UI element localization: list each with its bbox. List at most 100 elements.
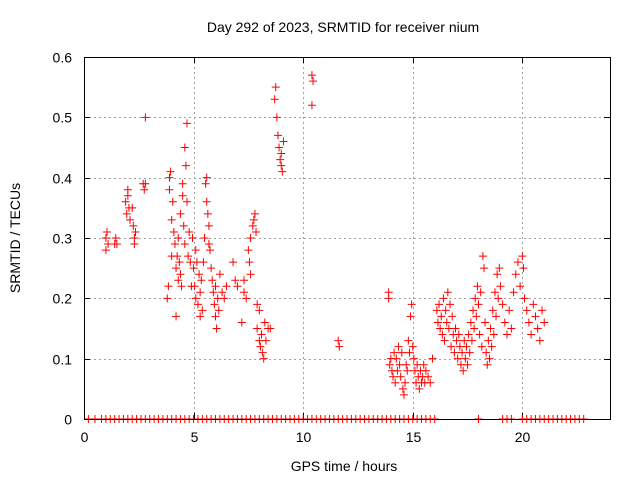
data-point xyxy=(498,300,507,309)
data-point xyxy=(436,324,445,333)
data-point xyxy=(179,221,188,230)
data-point xyxy=(122,209,131,218)
data-point xyxy=(493,270,502,279)
data-point xyxy=(258,348,267,357)
y-axis-label: SRMTID / TECUs xyxy=(7,183,23,293)
data-point xyxy=(435,300,444,309)
data-point xyxy=(402,360,411,369)
data-point xyxy=(481,318,490,327)
data-point xyxy=(307,101,316,110)
data-point xyxy=(270,95,279,104)
data-point xyxy=(433,318,442,327)
data-point xyxy=(385,360,394,369)
data-point xyxy=(168,197,177,206)
y-tick-label: 0.3 xyxy=(53,231,73,247)
data-point xyxy=(390,348,399,357)
data-point xyxy=(516,282,525,291)
data-point xyxy=(215,270,224,279)
data-point xyxy=(466,318,475,327)
data-point xyxy=(103,227,112,236)
data-point xyxy=(441,306,450,315)
data-point xyxy=(404,336,413,345)
data-point xyxy=(518,252,527,261)
data-point xyxy=(246,234,255,242)
data-points xyxy=(84,71,588,423)
data-point xyxy=(443,288,452,297)
data-point xyxy=(519,264,528,273)
data-point xyxy=(471,294,480,303)
data-point xyxy=(253,324,262,333)
data-point xyxy=(214,306,223,315)
data-point xyxy=(494,294,503,303)
data-point xyxy=(458,348,467,357)
data-point xyxy=(209,288,218,297)
data-point xyxy=(259,354,268,363)
data-point xyxy=(177,282,186,291)
y-tick-label: 0.4 xyxy=(53,171,73,187)
data-point xyxy=(207,264,216,273)
data-point xyxy=(130,240,139,249)
data-point xyxy=(212,324,221,333)
data-point xyxy=(424,372,433,381)
data-point xyxy=(474,300,483,309)
data-point xyxy=(472,312,481,321)
data-point xyxy=(470,324,479,333)
data-point xyxy=(126,215,135,224)
data-point xyxy=(405,348,414,357)
data-point xyxy=(398,384,407,393)
data-point xyxy=(141,113,150,122)
data-point xyxy=(432,306,441,315)
data-point xyxy=(397,348,406,357)
data-point xyxy=(489,330,498,339)
data-point xyxy=(176,209,185,218)
data-point xyxy=(229,258,238,267)
data-point xyxy=(101,246,110,255)
data-point xyxy=(237,318,246,327)
data-point xyxy=(401,378,410,387)
data-point xyxy=(392,354,401,363)
data-point xyxy=(128,203,137,212)
data-point xyxy=(211,282,220,291)
data-point xyxy=(384,294,393,303)
data-point xyxy=(191,246,200,255)
data-point xyxy=(131,227,140,236)
data-point xyxy=(476,288,485,297)
axis-ticks: 0 0.1 0.2 0.3 0.4 0.5 0.6 0 5 10 15 20 xyxy=(53,50,610,445)
data-point xyxy=(509,288,518,297)
data-point xyxy=(167,215,176,224)
data-point xyxy=(389,372,398,381)
data-point xyxy=(460,336,469,345)
data-point xyxy=(524,318,533,327)
data-point xyxy=(208,276,217,285)
data-point xyxy=(450,348,459,357)
data-point xyxy=(492,312,501,321)
data-point xyxy=(172,264,181,273)
y-tick-label: 0 xyxy=(64,412,72,428)
data-point xyxy=(165,185,174,194)
data-point xyxy=(421,366,430,375)
chart-title: Day 292 of 2023, SRMTID for receiver niu… xyxy=(207,19,479,35)
data-point xyxy=(461,354,470,363)
x-tick-label: 10 xyxy=(296,429,312,445)
data-point xyxy=(500,318,509,327)
data-point xyxy=(174,276,183,285)
data-point xyxy=(178,179,187,188)
data-point xyxy=(535,336,544,345)
data-point xyxy=(191,294,200,303)
y-tick-label: 0.6 xyxy=(53,50,73,66)
data-point xyxy=(335,342,344,351)
data-point xyxy=(231,276,240,285)
data-point xyxy=(202,197,211,206)
data-point xyxy=(463,360,472,369)
grid xyxy=(84,57,610,419)
data-point xyxy=(222,282,231,291)
data-point xyxy=(140,185,149,194)
data-point xyxy=(170,240,179,249)
data-point xyxy=(175,258,184,267)
data-point xyxy=(239,276,248,285)
data-point xyxy=(475,330,484,339)
data-point xyxy=(189,264,198,273)
data-point xyxy=(334,336,343,345)
data-point xyxy=(484,336,493,345)
data-point xyxy=(485,354,494,363)
